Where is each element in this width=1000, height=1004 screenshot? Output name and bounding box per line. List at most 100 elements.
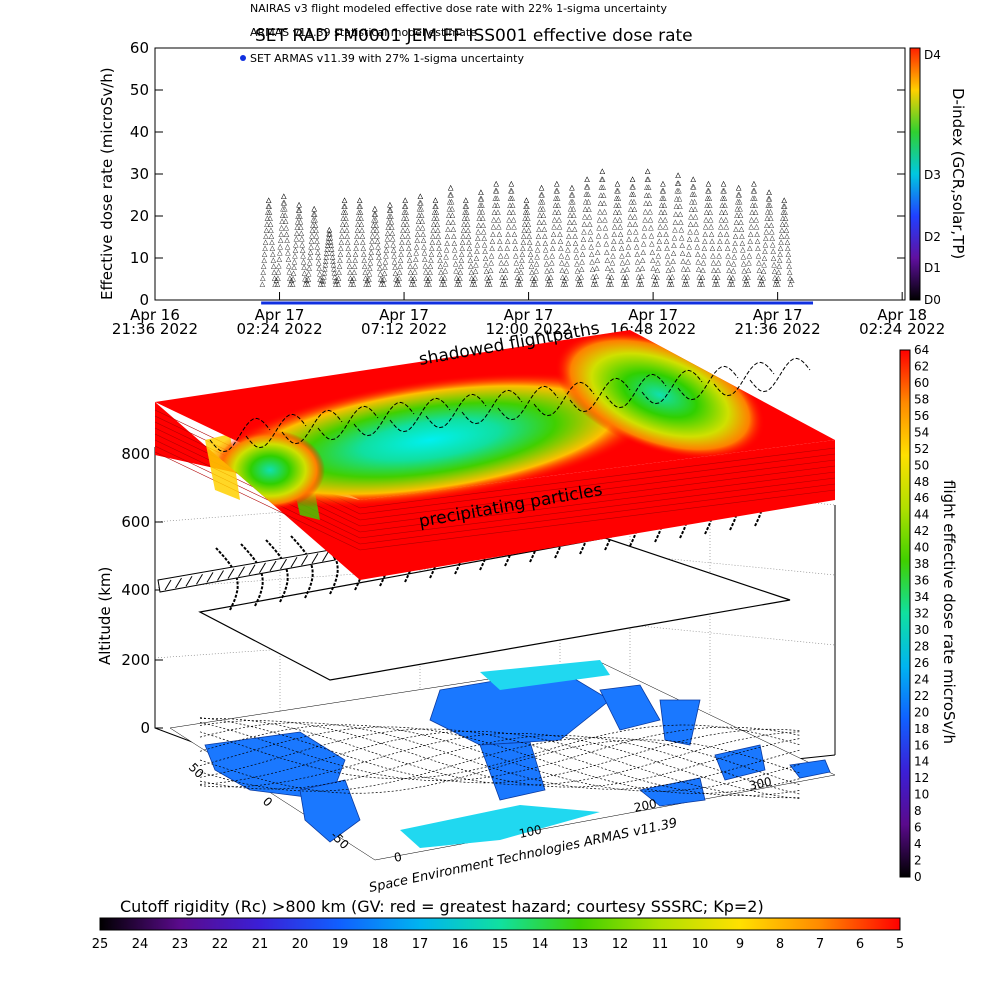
dose-point: △ — [505, 230, 511, 238]
slab-track — [677, 365, 739, 401]
dose-point: △ — [736, 191, 742, 199]
dose-point: △ — [683, 276, 689, 284]
dose-point: △ — [383, 257, 389, 265]
dose-point: △ — [347, 262, 353, 270]
x-tick-label-date: Apr 17 — [504, 306, 554, 324]
ground-tracks — [199, 717, 801, 800]
dose-point: △ — [676, 187, 682, 195]
dose-point: △ — [738, 218, 744, 226]
dose-point: △ — [721, 179, 727, 187]
dose-point: △ — [671, 249, 677, 257]
dose-point: △ — [326, 230, 332, 238]
dose-point: △ — [493, 179, 499, 187]
dose-point: △ — [610, 251, 616, 259]
dose-point: △ — [612, 215, 618, 223]
dose-point: △ — [423, 261, 429, 269]
dose-point: △ — [277, 249, 283, 257]
legend-line-armas-model: ARMAS v11.39 statistical model estimate — [250, 26, 477, 39]
dose-point: △ — [634, 243, 640, 251]
dose-point: △ — [706, 187, 712, 195]
dose-point: △ — [324, 245, 330, 253]
dose-point: △ — [526, 232, 532, 240]
dose-point: △ — [493, 187, 499, 195]
dose-point: △ — [314, 232, 320, 240]
dose-point: △ — [658, 208, 664, 216]
latitude-label: 0 — [260, 794, 275, 809]
dose-point: △ — [280, 205, 286, 213]
dose-point: △ — [488, 266, 494, 274]
dose-point: △ — [315, 242, 321, 250]
dose-point: △ — [630, 175, 636, 183]
dose-point: △ — [736, 184, 742, 192]
dose-point: △ — [786, 250, 792, 258]
dose-point: △ — [748, 230, 754, 238]
dose-point: △ — [782, 202, 788, 210]
dose-point: △ — [694, 228, 700, 236]
dose-point: △ — [354, 232, 360, 240]
dose-point: △ — [548, 273, 554, 281]
dose-point: △ — [637, 276, 643, 284]
dose-colorbar-label: 50 — [914, 458, 929, 472]
dose-point: △ — [450, 211, 456, 219]
dose-point: △ — [421, 242, 427, 250]
dose-point: △ — [419, 205, 425, 213]
dose-point: △ — [292, 257, 298, 265]
dose-point: △ — [709, 230, 715, 238]
dose-point: △ — [723, 208, 729, 216]
dose-point: △ — [771, 254, 777, 262]
dose-point: △ — [357, 202, 363, 210]
dose-point: △ — [366, 280, 372, 288]
dose-point: △ — [317, 264, 323, 272]
dose-point: △ — [504, 251, 510, 259]
dose-point: △ — [395, 276, 401, 284]
dose-point: △ — [696, 265, 702, 273]
dose-point: △ — [605, 272, 611, 280]
dose-point: △ — [371, 215, 377, 223]
dose-point: △ — [748, 223, 754, 231]
dose-point: △ — [782, 208, 788, 216]
dose-point: △ — [278, 236, 284, 244]
altitude-tick-label: 0 — [140, 719, 150, 737]
dose-point: △ — [467, 244, 473, 252]
dose-point: △ — [279, 224, 285, 232]
slab-track — [425, 393, 487, 429]
dose-point: △ — [647, 207, 653, 215]
dose-point: △ — [628, 205, 634, 213]
dose-point: △ — [499, 266, 505, 274]
x-tick-label-time: 12:00 2022 — [485, 320, 571, 338]
dose-point: △ — [761, 267, 767, 275]
dose-point: △ — [574, 253, 580, 261]
dose-point: △ — [536, 225, 542, 233]
dose-point: △ — [479, 194, 485, 202]
slab-track — [713, 361, 775, 397]
dose-point: △ — [260, 280, 266, 288]
slab-track — [497, 385, 559, 421]
dose-point: △ — [573, 239, 579, 247]
dose-point: △ — [584, 190, 590, 198]
dose-point: △ — [590, 265, 596, 273]
dose-point: △ — [402, 202, 408, 210]
dose-point: △ — [506, 223, 512, 231]
dose-point: △ — [553, 201, 559, 209]
dose-point: △ — [297, 206, 303, 214]
thin-band-tick — [259, 562, 266, 574]
x-tick-label-date: Apr 18 — [877, 306, 927, 324]
dose-point: △ — [422, 249, 428, 257]
dose-point: △ — [644, 183, 650, 191]
dose-point: △ — [265, 214, 271, 222]
dose-point: △ — [550, 244, 556, 252]
dose-point: △ — [602, 207, 608, 215]
dose-point: △ — [650, 248, 656, 256]
dose-point: △ — [306, 269, 312, 277]
dose-point: △ — [515, 273, 521, 281]
dose-point: △ — [786, 256, 792, 264]
dose-point: △ — [482, 247, 488, 255]
dose-point: △ — [469, 268, 475, 276]
dose-point: △ — [457, 280, 463, 288]
dose-point: △ — [370, 232, 376, 240]
rigidity-colorbar-label: 6 — [856, 937, 864, 952]
dose-point: △ — [639, 272, 645, 280]
dose-point: △ — [289, 276, 295, 284]
dose-point: △ — [497, 230, 503, 238]
dose-point: △ — [530, 274, 536, 282]
